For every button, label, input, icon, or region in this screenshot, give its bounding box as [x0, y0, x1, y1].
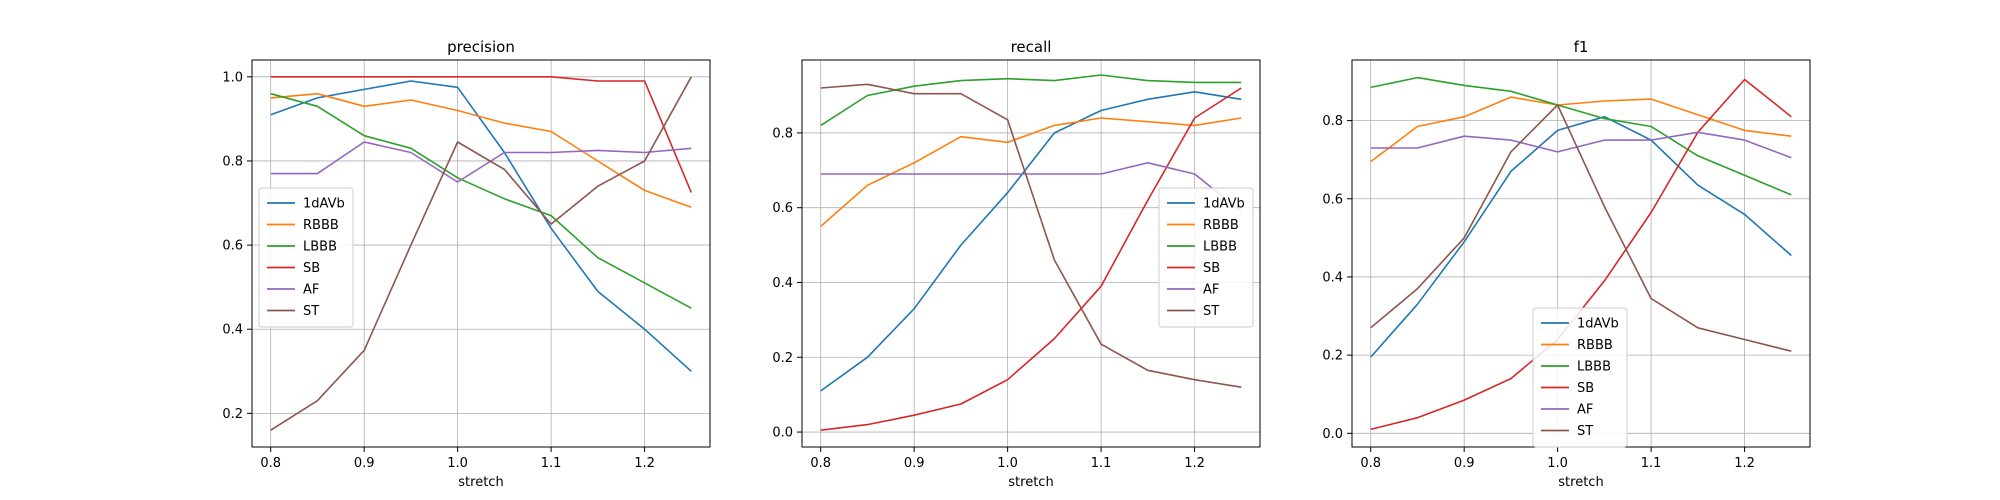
legend-label-ST: ST [1203, 304, 1219, 319]
legend-label-1dAVb: 1dAVb [1203, 197, 1245, 212]
y-tick-label: 0.2 [222, 407, 243, 422]
series-line-ST [820, 83, 1242, 388]
y-tick-label: 0.8 [1322, 114, 1343, 129]
y-tick-label: 0.6 [222, 239, 243, 254]
legend-box [1158, 187, 1254, 328]
x-tick-label: 0.9 [1454, 456, 1475, 471]
chart-panel-f1: 0.8 0.9 1.0 1.1 1.2 0.0 0.2 0.4 0.6 0.8 f1 stretch 1… [1322, 38, 1811, 490]
legend-label-LBBB: LBBB [303, 240, 337, 255]
series-line-ST [270, 76, 692, 431]
legend-label-1dAVb: 1dAVb [303, 197, 345, 212]
series-line-1dAVb [1370, 115, 1792, 358]
chart-panel-recall: 0.8 0.9 1.0 1.1 1.2 0.0 0.2 0.4 0.6 0.8 recall stre… [772, 38, 1261, 490]
series-line-1dAVb [270, 80, 692, 372]
y-tick-label: 0.8 [772, 126, 793, 141]
chart-panel-precision: 0.8 0.9 1.0 1.1 1.2 0.2 0.4 0.6 0.8 1.0 precision s… [222, 38, 711, 490]
x-axis-label: stretch [1008, 475, 1053, 490]
x-tick-label: 0.8 [1360, 456, 1381, 471]
x-axis-label: stretch [458, 475, 503, 490]
legend-label-LBBB: LBBB [1577, 360, 1611, 375]
y-tick-label: 0.4 [222, 323, 243, 338]
x-tick-label: 0.9 [354, 456, 375, 471]
series-group [270, 76, 693, 431]
series-line-LBBB [1370, 76, 1792, 196]
y-tick-label: 0.2 [1322, 349, 1343, 364]
y-tick-label: 0.0 [1322, 427, 1343, 442]
x-tick-label: 1.2 [634, 456, 655, 471]
series-line-SB [820, 87, 1242, 431]
x-tick-label: 1.0 [1547, 456, 1568, 471]
legend-label-LBBB: LBBB [1203, 240, 1237, 255]
legend-label-AF: AF [303, 283, 319, 298]
series-line-RBBB [270, 92, 692, 208]
y-tick-label: 1.0 [222, 70, 243, 85]
legend-label-SB: SB [303, 261, 320, 276]
legend-box [1532, 307, 1628, 448]
legend-label-RBBB: RBBB [1577, 338, 1613, 353]
x-tick-label: 1.1 [1641, 456, 1662, 471]
legend-label-SB: SB [1577, 381, 1594, 396]
x-tick-label: 1.0 [997, 456, 1018, 471]
x-tick-label: 0.8 [810, 456, 831, 471]
legend-label-ST: ST [303, 304, 319, 319]
series-line-AF [270, 141, 692, 183]
chart-title: recall [1011, 38, 1052, 56]
legend-label-RBBB: RBBB [303, 218, 339, 233]
x-tick-label: 0.8 [260, 456, 281, 471]
x-tick-label: 1.2 [1184, 456, 1205, 471]
legend-label-AF: AF [1203, 283, 1219, 298]
y-tick-label: 0.4 [1322, 270, 1343, 285]
legend-label-SB: SB [1203, 261, 1220, 276]
y-tick-label: 0.6 [772, 201, 793, 216]
legend: 1dAVb RBBB LBBB SB AF ST [258, 187, 354, 328]
x-tick-label: 0.9 [904, 456, 925, 471]
x-tick-label: 1.1 [541, 456, 562, 471]
axes-frame [251, 59, 711, 448]
x-tick-label: 1.0 [447, 456, 468, 471]
legend-label-1dAVb: 1dAVb [1577, 317, 1619, 332]
series-line-RBBB [1370, 96, 1792, 163]
y-tick-label: 0.8 [222, 154, 243, 169]
legend-label-ST: ST [1577, 424, 1593, 439]
series-group [820, 74, 1242, 431]
legend: 1dAVb RBBB LBBB SB AF ST [1158, 187, 1254, 328]
y-tick-label: 0.2 [772, 351, 793, 366]
legend-label-AF: AF [1577, 403, 1593, 418]
series-line-ST [1370, 104, 1792, 352]
y-tick-label: 0.6 [1322, 192, 1343, 207]
legend-label-RBBB: RBBB [1203, 218, 1239, 233]
x-axis-label: stretch [1558, 475, 1603, 490]
axes-frame [801, 59, 1261, 448]
series-line-AF [820, 162, 1242, 213]
series-line-LBBB [270, 92, 692, 309]
x-tick-label: 1.2 [1734, 456, 1755, 471]
legend-box [258, 187, 354, 328]
legend: 1dAVb RBBB LBBB SB AF ST [1532, 307, 1628, 448]
series-line-LBBB [820, 74, 1242, 127]
series-line-1dAVb [820, 91, 1242, 392]
chart-title: f1 [1574, 38, 1589, 56]
series-line-AF [1370, 131, 1792, 159]
chart-title: precision [447, 38, 515, 56]
series-line-SB [270, 76, 693, 193]
y-tick-label: 0.0 [772, 426, 793, 441]
y-tick-label: 0.4 [772, 276, 793, 291]
x-tick-label: 1.1 [1091, 456, 1112, 471]
